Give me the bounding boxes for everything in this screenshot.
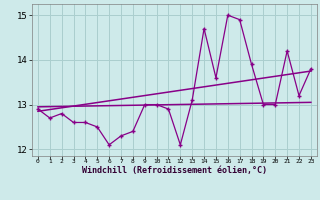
X-axis label: Windchill (Refroidissement éolien,°C): Windchill (Refroidissement éolien,°C)	[82, 166, 267, 175]
